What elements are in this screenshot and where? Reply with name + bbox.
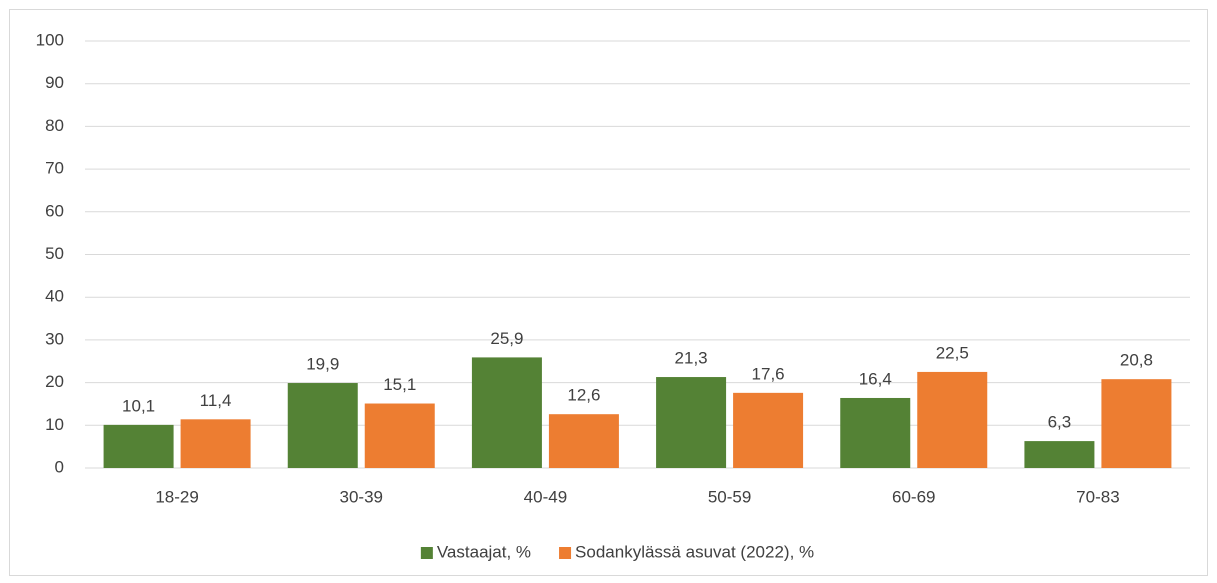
legend-swatch xyxy=(420,547,433,559)
data-label: 22,5 xyxy=(936,343,969,362)
y-tick-label: 90 xyxy=(45,73,64,92)
x-tick-label: 30-39 xyxy=(340,487,383,506)
bar xyxy=(840,397,911,468)
y-tick-label: 10 xyxy=(45,415,64,434)
bar xyxy=(364,403,435,468)
data-label: 11,4 xyxy=(200,391,232,410)
bar xyxy=(287,383,358,468)
bar xyxy=(917,371,988,468)
legend-swatch xyxy=(559,547,572,559)
x-tick-label: 60-69 xyxy=(892,487,935,506)
data-label: 21,3 xyxy=(675,349,708,368)
y-tick-label: 40 xyxy=(45,287,64,306)
y-tick-label: 80 xyxy=(45,116,64,135)
bar xyxy=(471,357,542,468)
legend-label: Vastaajat, % xyxy=(437,542,531,561)
bar xyxy=(103,424,174,468)
data-label: 17,6 xyxy=(752,364,785,383)
chart-border xyxy=(9,9,1208,576)
data-label: 6,3 xyxy=(1048,413,1072,432)
data-label: 15,1 xyxy=(383,375,416,394)
bar xyxy=(1101,379,1172,468)
y-tick-label: 70 xyxy=(45,159,64,178)
y-tick-label: 0 xyxy=(55,457,64,476)
y-tick-label: 20 xyxy=(45,372,64,391)
data-label: 12,6 xyxy=(567,386,600,405)
bar xyxy=(548,414,619,468)
data-label: 10,1 xyxy=(122,396,155,415)
data-label: 19,9 xyxy=(306,355,339,374)
bar xyxy=(180,419,251,468)
y-tick-label: 30 xyxy=(45,329,64,348)
data-label: 20,8 xyxy=(1120,351,1153,370)
bar xyxy=(656,377,727,468)
x-tick-label: 70-83 xyxy=(1076,487,1119,506)
legend-label: Sodankylässä asuvat (2022), % xyxy=(575,542,814,561)
x-tick-label: 50-59 xyxy=(708,487,751,506)
data-label: 25,9 xyxy=(490,329,523,348)
y-tick-label: 50 xyxy=(45,244,64,263)
x-tick-label: 40-49 xyxy=(524,487,567,506)
data-label: 16,4 xyxy=(859,369,892,388)
bar xyxy=(1024,441,1095,468)
y-tick-label: 100 xyxy=(36,30,64,49)
y-tick-label: 60 xyxy=(45,201,64,220)
x-tick-label: 18-29 xyxy=(155,487,198,506)
bar xyxy=(733,392,804,468)
